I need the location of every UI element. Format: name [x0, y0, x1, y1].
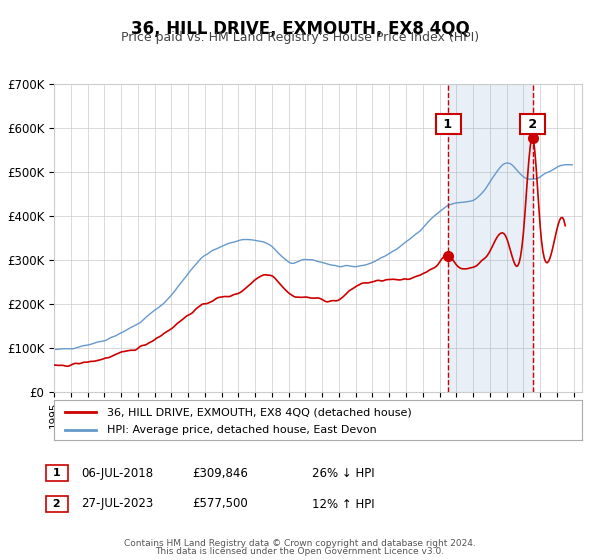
Text: This data is licensed under the Open Government Licence v3.0.: This data is licensed under the Open Gov… [155, 547, 445, 556]
Text: 26% ↓ HPI: 26% ↓ HPI [312, 466, 374, 480]
Text: Contains HM Land Registry data © Crown copyright and database right 2024.: Contains HM Land Registry data © Crown c… [124, 539, 476, 548]
Text: 12% ↑ HPI: 12% ↑ HPI [312, 497, 374, 511]
Text: 36, HILL DRIVE, EXMOUTH, EX8 4QQ: 36, HILL DRIVE, EXMOUTH, EX8 4QQ [131, 20, 469, 38]
Text: 2: 2 [49, 499, 65, 509]
Bar [448, 84, 533, 392]
Text: 1: 1 [439, 118, 457, 130]
Text: 2: 2 [524, 118, 542, 130]
Text: HPI: Average price, detached house, East Devon: HPI: Average price, detached house, East… [107, 425, 377, 435]
Text: 06-JUL-2018: 06-JUL-2018 [81, 466, 153, 480]
Text: 36, HILL DRIVE, EXMOUTH, EX8 4QQ (detached house): 36, HILL DRIVE, EXMOUTH, EX8 4QQ (detach… [107, 407, 412, 417]
Text: 1: 1 [49, 468, 65, 478]
Text: 27-JUL-2023: 27-JUL-2023 [81, 497, 153, 511]
Text: £577,500: £577,500 [192, 497, 248, 511]
Text: £309,846: £309,846 [192, 466, 248, 480]
Text: Price paid vs. HM Land Registry's House Price Index (HPI): Price paid vs. HM Land Registry's House … [121, 31, 479, 44]
